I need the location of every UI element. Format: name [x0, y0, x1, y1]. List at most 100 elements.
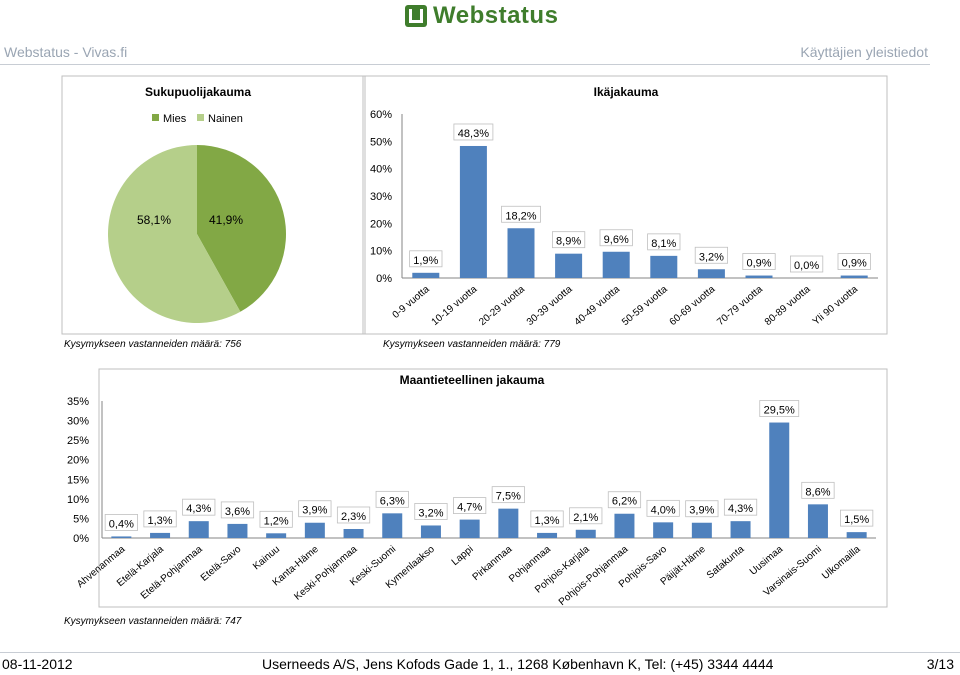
region-data-label: 6,3% — [380, 495, 405, 507]
age-title: Ikäjakauma — [594, 85, 659, 99]
region-data-label: 4,7% — [457, 502, 482, 514]
region-category-label: Etelä-Savo — [199, 544, 244, 584]
age-bar — [412, 272, 440, 278]
age-category-label: 70-79 vuotta — [715, 284, 765, 328]
region-data-label: 1,5% — [844, 514, 869, 526]
region-data-label: 3,9% — [689, 505, 714, 517]
age-data-label-box — [790, 255, 824, 273]
region-bar — [227, 523, 248, 538]
region-data-label-box — [759, 400, 800, 417]
age-data-label: 0,9% — [746, 258, 771, 270]
age-frame — [362, 75, 888, 335]
pie-slice-nainen — [108, 145, 241, 323]
age-bar — [697, 269, 725, 278]
region-data-label-box — [182, 498, 216, 516]
region-category-label: Kainuu — [251, 544, 282, 572]
region-bar — [382, 513, 403, 538]
age-data-label-box — [742, 253, 776, 270]
region-bar — [653, 522, 674, 538]
age-bar — [507, 228, 535, 278]
footer-date: 08-11-2012 — [2, 656, 73, 672]
region-data-label-box — [646, 499, 680, 517]
age-data-label: 48,3% — [458, 128, 489, 140]
age-data-label-box — [599, 229, 633, 247]
region-bar — [304, 522, 325, 538]
age-ytick: 40% — [370, 164, 392, 176]
region-ytick: 15% — [67, 474, 89, 486]
region-ytick: 20% — [67, 455, 89, 467]
age-data-label-box — [694, 246, 729, 264]
age-ytick: 60% — [370, 109, 392, 121]
region-ytick: 25% — [67, 435, 89, 447]
region-bar — [846, 532, 867, 538]
region-data-label-box — [453, 497, 487, 515]
region-data-label-box — [104, 514, 138, 531]
age-ytick: 0% — [376, 273, 392, 285]
age-data-label: 8,1% — [651, 238, 676, 250]
region-data-label-box — [569, 507, 603, 525]
pie-slice-mies — [197, 145, 286, 312]
region-data-label: 3,2% — [418, 507, 443, 519]
region-frame — [98, 368, 888, 608]
age-category-label: 0-9 vuotta — [391, 284, 432, 321]
age-data-label-box — [501, 205, 541, 223]
region-data-label-box — [491, 486, 525, 504]
region-data-label: 4,3% — [186, 503, 211, 515]
footer-page: 3/13 — [926, 656, 954, 672]
region-data-label: 2,3% — [341, 511, 366, 523]
header-rule — [0, 64, 930, 65]
region-data-label-box — [298, 500, 332, 518]
region-data-label: 6,2% — [612, 496, 637, 508]
pie-legend-nainen: Nainen — [208, 113, 243, 125]
age-category-label: 50-59 vuotta — [620, 284, 670, 328]
region-data-label-box — [723, 498, 758, 516]
region-data-label-box — [840, 509, 874, 527]
age-bar — [459, 145, 487, 278]
age-category-label: 80-89 vuotta — [763, 284, 813, 328]
region-bar — [111, 536, 132, 538]
header-right: Käyttäjien yleistiedot — [800, 44, 928, 60]
region-data-label-box — [143, 510, 177, 528]
region-data-label: 29,5% — [764, 405, 795, 417]
age-category-label: 60-69 vuotta — [668, 284, 718, 328]
webstatus-logo: Webstatus — [405, 2, 558, 29]
age-bar — [650, 255, 678, 278]
region-ytick: 0% — [73, 533, 89, 545]
age-bar — [602, 251, 630, 278]
age-bar — [555, 253, 583, 278]
logo-icon — [405, 5, 427, 27]
region-bar — [420, 525, 441, 538]
region-data-label-box — [607, 491, 642, 509]
region-data-label: 0,4% — [109, 518, 134, 530]
pie-title: Sukupuolijakauma — [145, 85, 251, 99]
age-data-label-box — [647, 233, 681, 251]
age-data-label: 1,9% — [413, 255, 438, 267]
region-bar — [537, 532, 558, 538]
pie-label-nainen: 58,1% — [137, 213, 171, 227]
region-data-label-box — [259, 510, 293, 528]
age-ytick: 30% — [370, 191, 392, 203]
region-data-label-box — [801, 481, 835, 499]
age-data-label-box — [552, 231, 586, 249]
region-category-label: Uusimaa — [748, 544, 786, 578]
region-bar — [188, 521, 209, 538]
pie-legend-swatch-mies — [152, 114, 159, 121]
age-data-label-box — [837, 253, 871, 270]
region-data-label: 2,1% — [573, 512, 598, 524]
region-data-label: 1,2% — [264, 515, 289, 527]
region-bar — [575, 529, 596, 538]
region-category-label: Lappi — [450, 544, 476, 568]
region-category-label: Satakunta — [705, 544, 747, 582]
region-data-label: 7,5% — [496, 491, 521, 503]
region-ytick: 5% — [73, 513, 89, 525]
region-data-label: 1,3% — [535, 515, 560, 527]
region-title: Maantieteellinen jakauma — [400, 373, 545, 387]
age-category-label: 30-39 vuotta — [525, 284, 575, 328]
region-category-label: Ulkomailla — [820, 544, 863, 582]
region-ytick: 10% — [67, 494, 89, 506]
pie-respondents-note: Kysymykseen vastanneiden määrä: 756 — [64, 339, 242, 350]
age-respondents-note: Kysymykseen vastanneiden määrä: 779 — [383, 339, 561, 350]
age-data-label: 9,6% — [604, 234, 629, 246]
region-data-label-box — [375, 490, 409, 508]
